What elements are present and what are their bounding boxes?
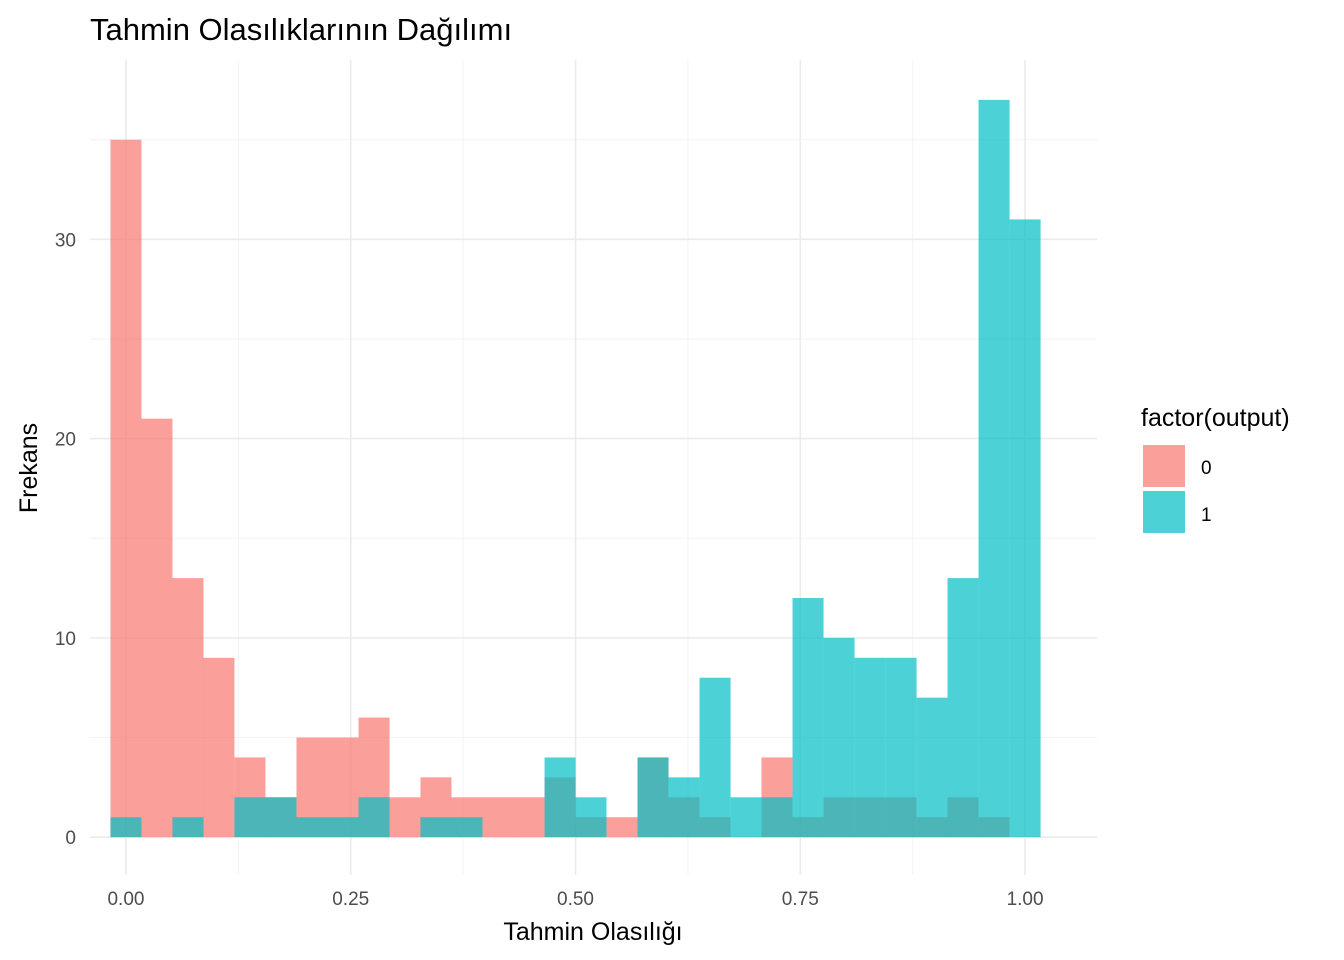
histogram-bar-series-1 <box>420 817 452 838</box>
x-tick-label: 0.00 <box>107 889 144 910</box>
histogram-bar-series-0 <box>110 139 142 838</box>
histogram-bar-series-0 <box>389 797 421 838</box>
histogram-bar-series-1 <box>110 817 142 838</box>
histogram-bar-series-1 <box>854 657 886 838</box>
histogram-bars <box>110 99 1041 838</box>
histogram-bar-series-1 <box>947 578 979 838</box>
histogram-bar-series-1 <box>761 797 793 838</box>
histogram-bar-series-1 <box>637 757 669 838</box>
histogram-bar-series-0 <box>172 578 204 838</box>
x-tick-label: 1.00 <box>1007 889 1044 910</box>
histogram-bar-series-1 <box>234 797 266 838</box>
chart-title: Tahmin Olasılıklarının Dağılımı <box>90 12 512 47</box>
histogram-bar-series-1 <box>699 677 731 838</box>
legend-label-1: 1 <box>1201 505 1212 526</box>
histogram-bar-series-0 <box>203 657 235 838</box>
y-tick-label: 30 <box>55 230 76 251</box>
axis-tick-labels: 0.00 0.25 0.50 0.75 1.00 0 10 20 30 <box>55 230 1044 910</box>
histogram-bar-series-1 <box>823 637 855 838</box>
histogram-bar-series-1 <box>575 797 607 838</box>
y-tick-label: 20 <box>55 430 76 451</box>
histogram-bar-series-0 <box>606 817 638 838</box>
histogram-bar-series-1 <box>451 817 483 838</box>
histogram-bar-series-1 <box>544 757 576 838</box>
histogram-bar-series-0 <box>141 418 173 838</box>
histogram-bar-series-0 <box>482 797 514 838</box>
y-tick-label: 0 <box>65 828 76 849</box>
histogram-bar-series-1 <box>668 777 700 838</box>
histogram-bar-series-1 <box>172 817 204 838</box>
histogram-bar-series-1 <box>265 797 297 838</box>
histogram-bar-series-1 <box>730 797 762 838</box>
legend-label-0: 0 <box>1201 458 1212 479</box>
x-tick-label: 0.25 <box>332 889 369 910</box>
histogram-bar-series-1 <box>916 697 948 838</box>
y-axis-title: Frekans <box>15 423 43 513</box>
legend-key-0 <box>1143 445 1185 487</box>
x-tick-label: 0.50 <box>557 889 594 910</box>
histogram-bar-series-1 <box>792 598 824 838</box>
histogram-bar-series-1 <box>358 797 390 838</box>
y-tick-label: 10 <box>55 629 76 650</box>
histogram-bar-series-1 <box>978 99 1010 838</box>
legend-key-1 <box>1143 491 1185 533</box>
legend-title: factor(output) <box>1141 404 1290 432</box>
histogram-bar-series-0 <box>513 797 545 838</box>
histogram-bar-series-1 <box>327 817 359 838</box>
legend: factor(output) 0 1 <box>1141 404 1290 533</box>
x-tick-label: 0.75 <box>782 889 819 910</box>
histogram-bar-series-1 <box>885 657 917 838</box>
histogram-bar-series-1 <box>296 817 328 838</box>
x-axis-title: Tahmin Olasılığı <box>503 918 682 946</box>
histogram-bar-series-1 <box>1009 219 1041 838</box>
